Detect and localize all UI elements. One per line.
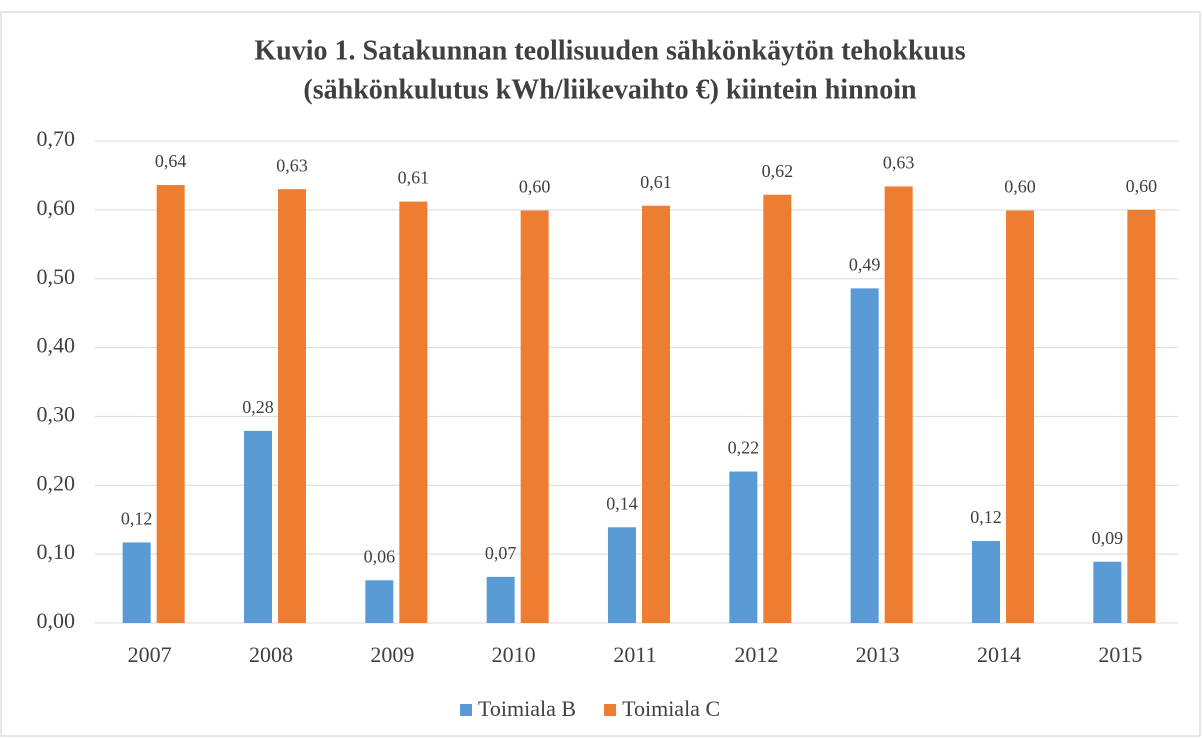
- data-label: 0,60: [1126, 176, 1158, 196]
- bar: [729, 471, 758, 623]
- data-label: 0,06: [364, 546, 396, 566]
- bar: [486, 576, 515, 623]
- data-label: 0,60: [519, 177, 551, 197]
- data-label: 0,62: [762, 161, 794, 181]
- data-label: 0,22: [728, 438, 760, 458]
- data-label: 0,28: [242, 397, 274, 417]
- y-tick-label: 0,30: [37, 401, 76, 426]
- x-tick-label: 2011: [613, 642, 656, 667]
- chart-title: (sähkönkulutus kWh/liikevaihto €) kiinte…: [303, 74, 917, 105]
- x-tick-label: 2013: [856, 642, 900, 667]
- data-label: 0,12: [121, 509, 153, 529]
- x-tick-label: 2009: [370, 642, 414, 667]
- bar: [122, 542, 151, 623]
- y-tick-label: 0,10: [37, 539, 76, 564]
- bar: [520, 210, 549, 623]
- legend-label: Toimiala B: [478, 696, 576, 721]
- legend-swatch: [604, 704, 617, 716]
- bar: [850, 288, 879, 623]
- bar: [884, 186, 913, 623]
- bar: [1006, 210, 1034, 623]
- data-label: 0,07: [485, 543, 517, 563]
- data-label: 0,60: [1004, 177, 1036, 197]
- bar: [156, 185, 185, 623]
- data-label: 0,63: [276, 155, 308, 175]
- data-label: 0,12: [970, 507, 1002, 527]
- x-tick-label: 2012: [734, 642, 778, 667]
- y-tick-label: 0,00: [37, 608, 76, 633]
- bar: [399, 201, 428, 623]
- bar: [608, 527, 636, 623]
- bar: [763, 194, 792, 624]
- data-label: 0,61: [640, 172, 672, 192]
- x-tick-label: 2014: [977, 642, 1021, 667]
- bar: [244, 430, 272, 623]
- data-label: 0,64: [155, 151, 187, 171]
- bar: [1093, 561, 1122, 623]
- legend-swatch: [460, 704, 472, 716]
- data-label: 0,63: [883, 153, 915, 173]
- bar: [972, 541, 1000, 623]
- legend-label: Toimiala C: [622, 696, 720, 721]
- x-tick-label: 2008: [249, 642, 293, 667]
- y-tick-label: 0,20: [37, 470, 76, 495]
- data-label: 0,49: [849, 254, 881, 274]
- chart-border: [0, 11, 1201, 737]
- data-label: 0,09: [1092, 528, 1124, 548]
- bar: [278, 189, 306, 623]
- chart-title: Kuvio 1. Satakunnan teollisuuden sähkönk…: [254, 35, 965, 66]
- y-tick-label: 0,40: [37, 333, 76, 358]
- y-tick-label: 0,60: [37, 195, 76, 220]
- y-tick-label: 0,50: [37, 264, 76, 289]
- x-tick-label: 2007: [128, 642, 172, 667]
- x-tick-label: 2010: [492, 642, 536, 667]
- bar: [365, 580, 394, 623]
- x-tick-label: 2015: [1098, 642, 1142, 667]
- bar: [1127, 209, 1156, 623]
- y-tick-label: 0,70: [37, 126, 76, 151]
- data-label: 0,61: [398, 168, 430, 188]
- bar: [642, 205, 670, 623]
- data-label: 0,14: [606, 493, 638, 513]
